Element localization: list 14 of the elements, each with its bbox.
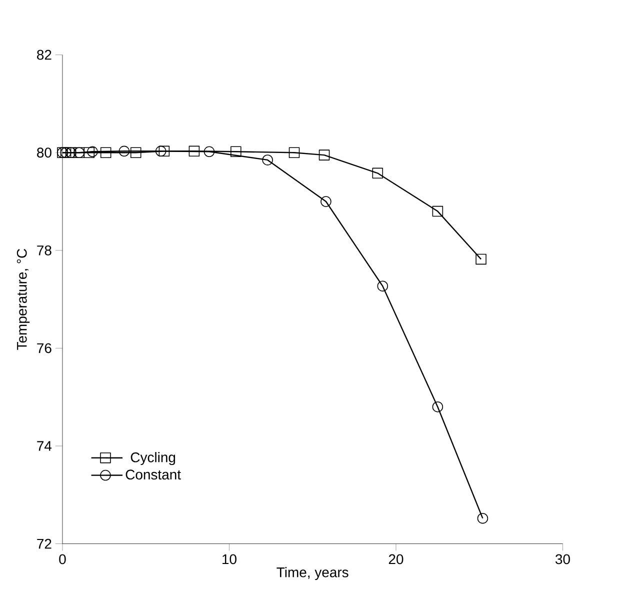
y-tick-label: 74 <box>37 441 52 451</box>
x-axis-title: Time, years <box>276 567 348 580</box>
y-tick-label: 78 <box>37 246 52 256</box>
legend-label: Constant <box>126 470 181 480</box>
legend-label: Cycling <box>130 452 176 466</box>
x-tick-label: 20 <box>388 554 404 564</box>
x-tick-label: 30 <box>556 554 570 564</box>
y-tick-label: 80 <box>37 148 52 158</box>
y-tick-label: 82 <box>37 50 52 60</box>
x-tick-label: 10 <box>222 554 236 564</box>
y-tick-label: 76 <box>37 343 52 354</box>
y-axis-title: Temperature, °C <box>16 249 30 350</box>
x-tick-label: 0 <box>59 554 66 564</box>
y-tick-label: 72 <box>37 539 52 549</box>
